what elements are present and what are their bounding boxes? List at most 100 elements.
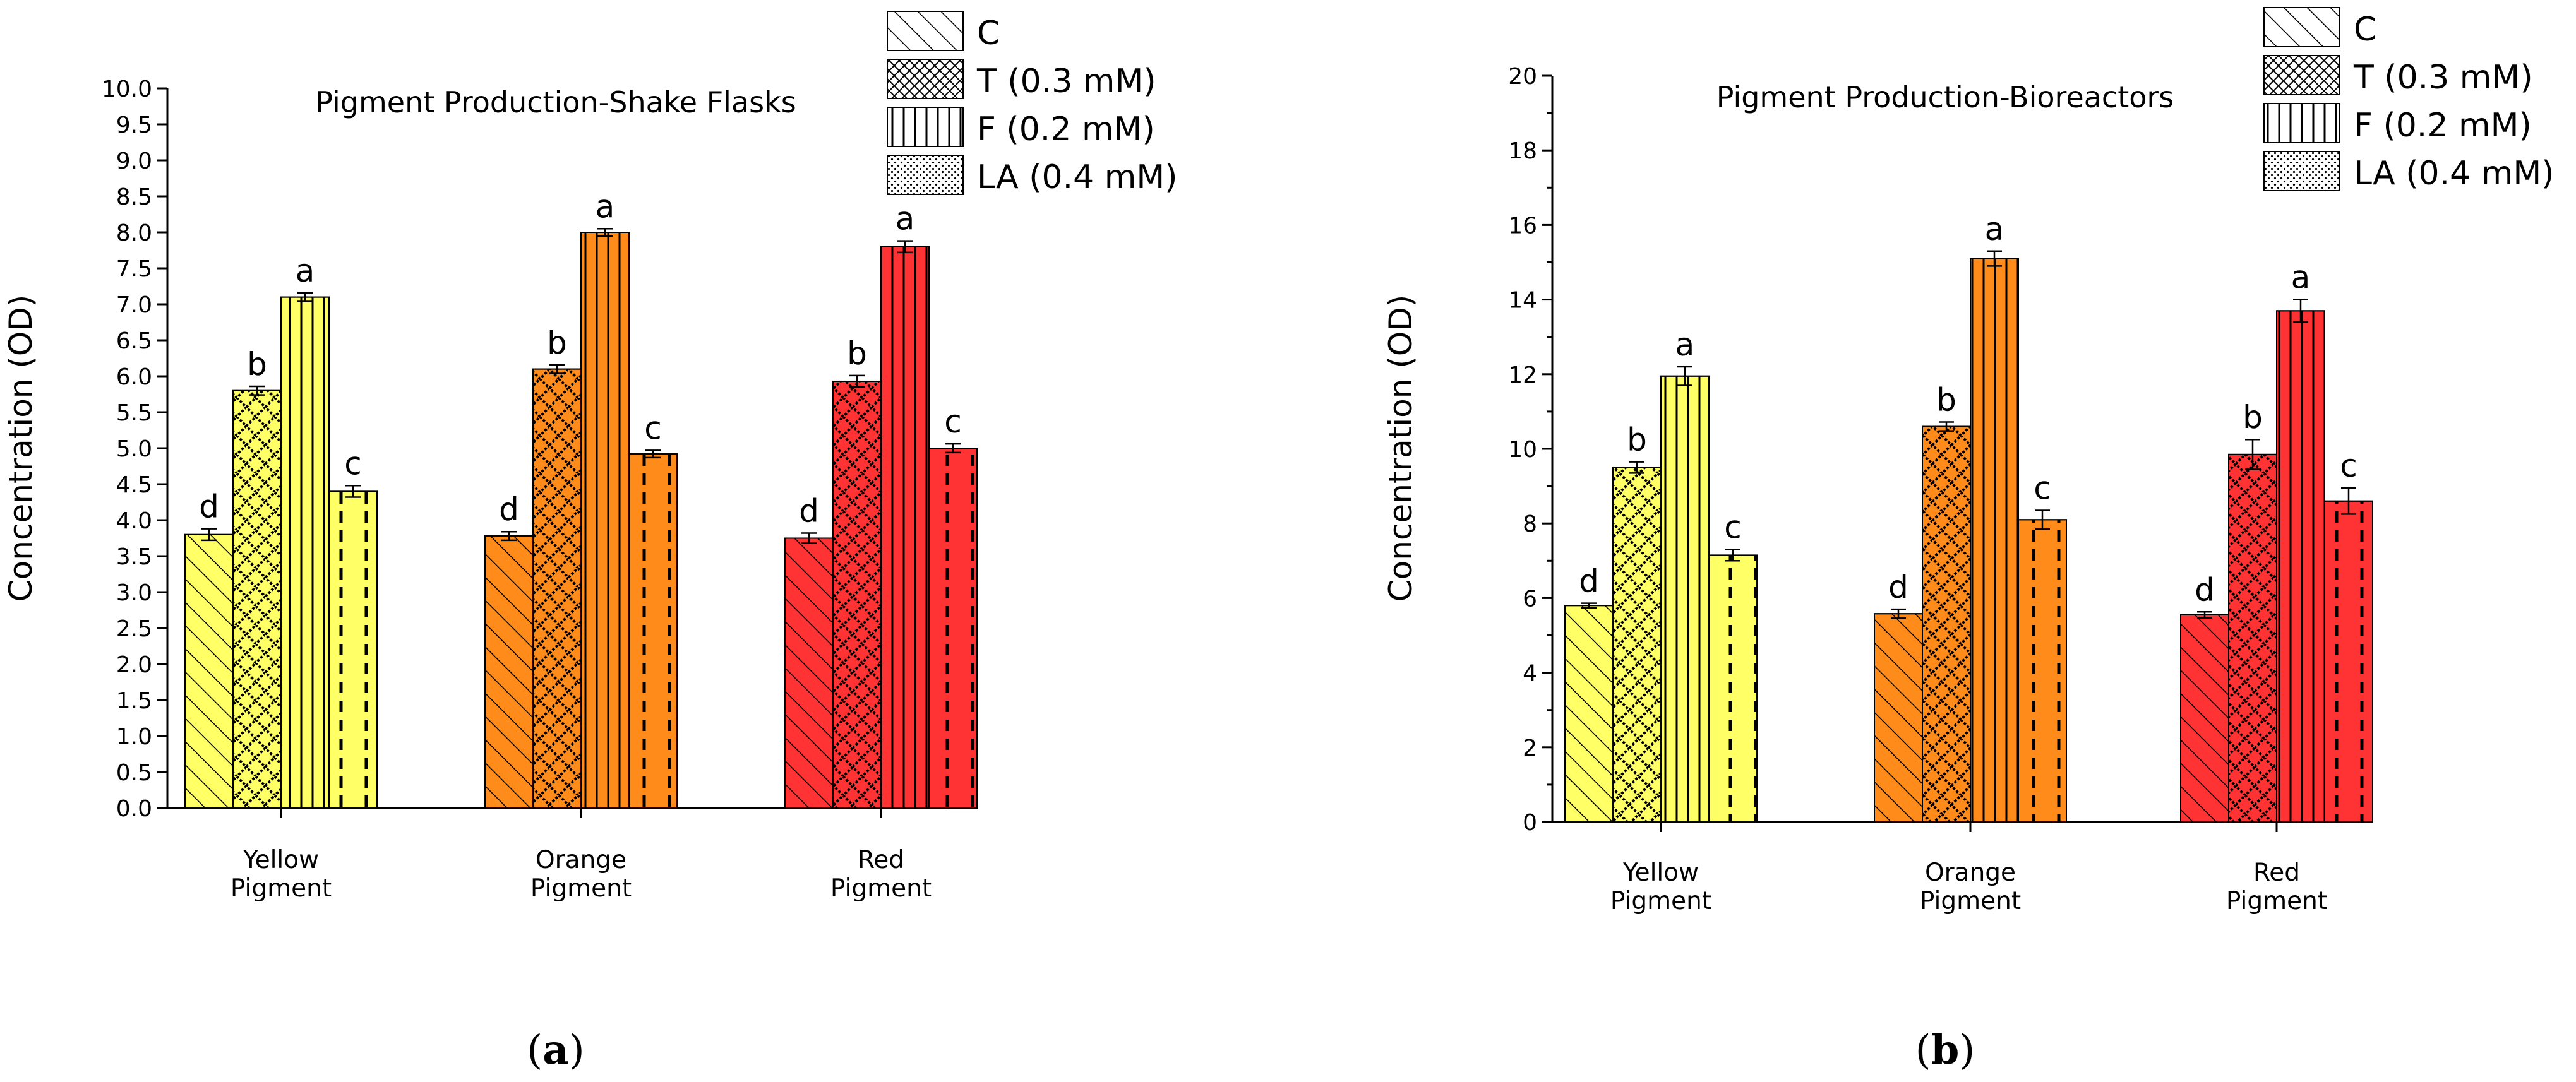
y-tick-label: 3.0: [116, 580, 152, 606]
bar-hatch: [832, 380, 882, 809]
legend-swatch-hatch: [887, 107, 964, 147]
significance-letter: c: [2340, 448, 2357, 484]
category-label: Pigment: [231, 874, 332, 903]
legend-label: T (0.3 mM): [976, 62, 1156, 100]
legend-swatch-hatch: [2263, 7, 2340, 47]
category-label: Red: [858, 846, 904, 874]
bar-hatch: [784, 537, 834, 809]
significance-letter: c: [944, 403, 962, 440]
category-label: Pigment: [1610, 887, 1711, 915]
y-tick-label: 7.0: [116, 292, 152, 318]
y-tick-label: 5.0: [116, 436, 152, 462]
panel-letter: a: [542, 1026, 568, 1074]
category-label: Orange: [536, 846, 626, 874]
chart-title: Pigment Production-Shake Flasks: [315, 85, 796, 119]
bar-hatch: [1874, 613, 1923, 823]
bar-hatch: [880, 246, 930, 809]
significance-letter: a: [896, 201, 915, 237]
category-label: Pigment: [530, 874, 632, 903]
bar-hatch: [2018, 519, 2067, 823]
panel-paren-open: (: [1915, 1027, 1931, 1074]
chart-panel-a: 0.0 0.5 1.0 1.5 2.0 2.5 3.0 3.5 4.0 4.5 5.0 5.5 6.0 6…: [3, 11, 1178, 1074]
y-tick-label: 6: [1523, 586, 1537, 612]
significance-letter: a: [1675, 326, 1695, 363]
significance-letter: d: [499, 491, 519, 528]
y-axis-label: Concentration (OD): [1382, 295, 1419, 602]
y-tick-label: 10: [1508, 437, 1537, 463]
y-tick-label: 7.5: [116, 256, 152, 282]
category-label: Pigment: [1920, 887, 2021, 915]
category-label: Yellow: [1622, 859, 1699, 887]
y-tick-label: 16: [1508, 213, 1537, 239]
significance-letter: b: [547, 324, 567, 361]
significance-letter: c: [644, 410, 662, 446]
significance-letter: d: [1888, 569, 1908, 605]
bar-hatch: [1612, 467, 1662, 823]
significance-letter: b: [847, 335, 867, 372]
y-tick-label: 9.0: [116, 148, 152, 174]
y-tick-label: 12: [1508, 362, 1537, 388]
legend-label: T (0.3 mM): [2353, 59, 2533, 97]
y-tick-label: 9.5: [116, 112, 152, 138]
bar-hatch: [2276, 310, 2325, 823]
bar-hatch: [628, 453, 678, 809]
panel-label: (b): [1915, 1026, 1975, 1074]
legend-label: C: [2354, 11, 2376, 49]
panel-paren-close: ): [569, 1027, 585, 1074]
y-tick-label: 2: [1523, 735, 1537, 761]
significance-letter: a: [596, 188, 615, 225]
legend-label: C: [977, 15, 1000, 52]
bar-hatch: [2180, 614, 2229, 823]
panel-letter: b: [1931, 1026, 1960, 1074]
legend-label: LA (0.4 mM): [2354, 155, 2555, 193]
significance-letter: a: [296, 253, 315, 289]
category-label: Pigment: [830, 874, 932, 903]
legend-swatch-hatch: [2263, 151, 2340, 191]
significance-letter: b: [247, 346, 267, 383]
bar-hatch: [1708, 554, 1758, 823]
y-tick-label: 18: [1508, 138, 1537, 164]
category-label: Orange: [1925, 859, 2016, 887]
legend-swatch-hatch: [887, 59, 964, 99]
y-tick-label: 5.5: [116, 400, 152, 426]
category-label: Yellow: [243, 846, 319, 874]
panel-paren-close: ): [1959, 1027, 1975, 1074]
significance-letter: b: [2243, 399, 2263, 436]
bar-hatch: [484, 535, 534, 809]
significance-letter: c: [1724, 509, 1742, 546]
bar-hatch: [1660, 375, 1710, 823]
y-tick-label: 8: [1523, 511, 1537, 537]
y-tick-label: 0: [1523, 810, 1537, 836]
y-tick-label: 8.0: [116, 220, 152, 246]
significance-letter: d: [799, 493, 819, 530]
significance-letter: a: [1985, 211, 2004, 247]
significance-letter: c: [344, 445, 362, 482]
y-tick-label: 0.5: [116, 760, 152, 786]
bar-hatch: [1970, 258, 2019, 823]
panel-label: (a): [527, 1026, 584, 1074]
legend-swatch-hatch: [2263, 55, 2340, 95]
y-tick-label: 20: [1508, 64, 1537, 90]
y-tick-label: 2.0: [116, 652, 152, 678]
bar-hatch: [928, 448, 978, 809]
y-tick-label: 1.5: [116, 688, 152, 714]
bar-hatch: [232, 389, 282, 809]
bar-hatch: [532, 368, 582, 809]
y-tick-label: 4.5: [116, 472, 152, 498]
y-tick-label: 0.0: [116, 796, 152, 822]
y-tick-label: 6.0: [116, 364, 152, 390]
y-tick-label: 4.0: [116, 508, 152, 534]
legend-label: F (0.2 mM): [2354, 107, 2532, 145]
bar-hatch: [1564, 605, 1614, 823]
y-tick-label: 14: [1508, 288, 1537, 314]
bar-hatch: [2228, 453, 2277, 823]
bar-hatch: [328, 490, 378, 809]
significance-letter: c: [2034, 470, 2051, 507]
bar-hatch: [1922, 425, 1971, 823]
y-tick-label: 6.5: [116, 328, 152, 354]
bar-hatch: [184, 533, 234, 809]
bar-hatch: [280, 296, 330, 809]
y-tick-label: 1.0: [116, 724, 152, 750]
y-tick-label: 3.5: [116, 544, 152, 570]
